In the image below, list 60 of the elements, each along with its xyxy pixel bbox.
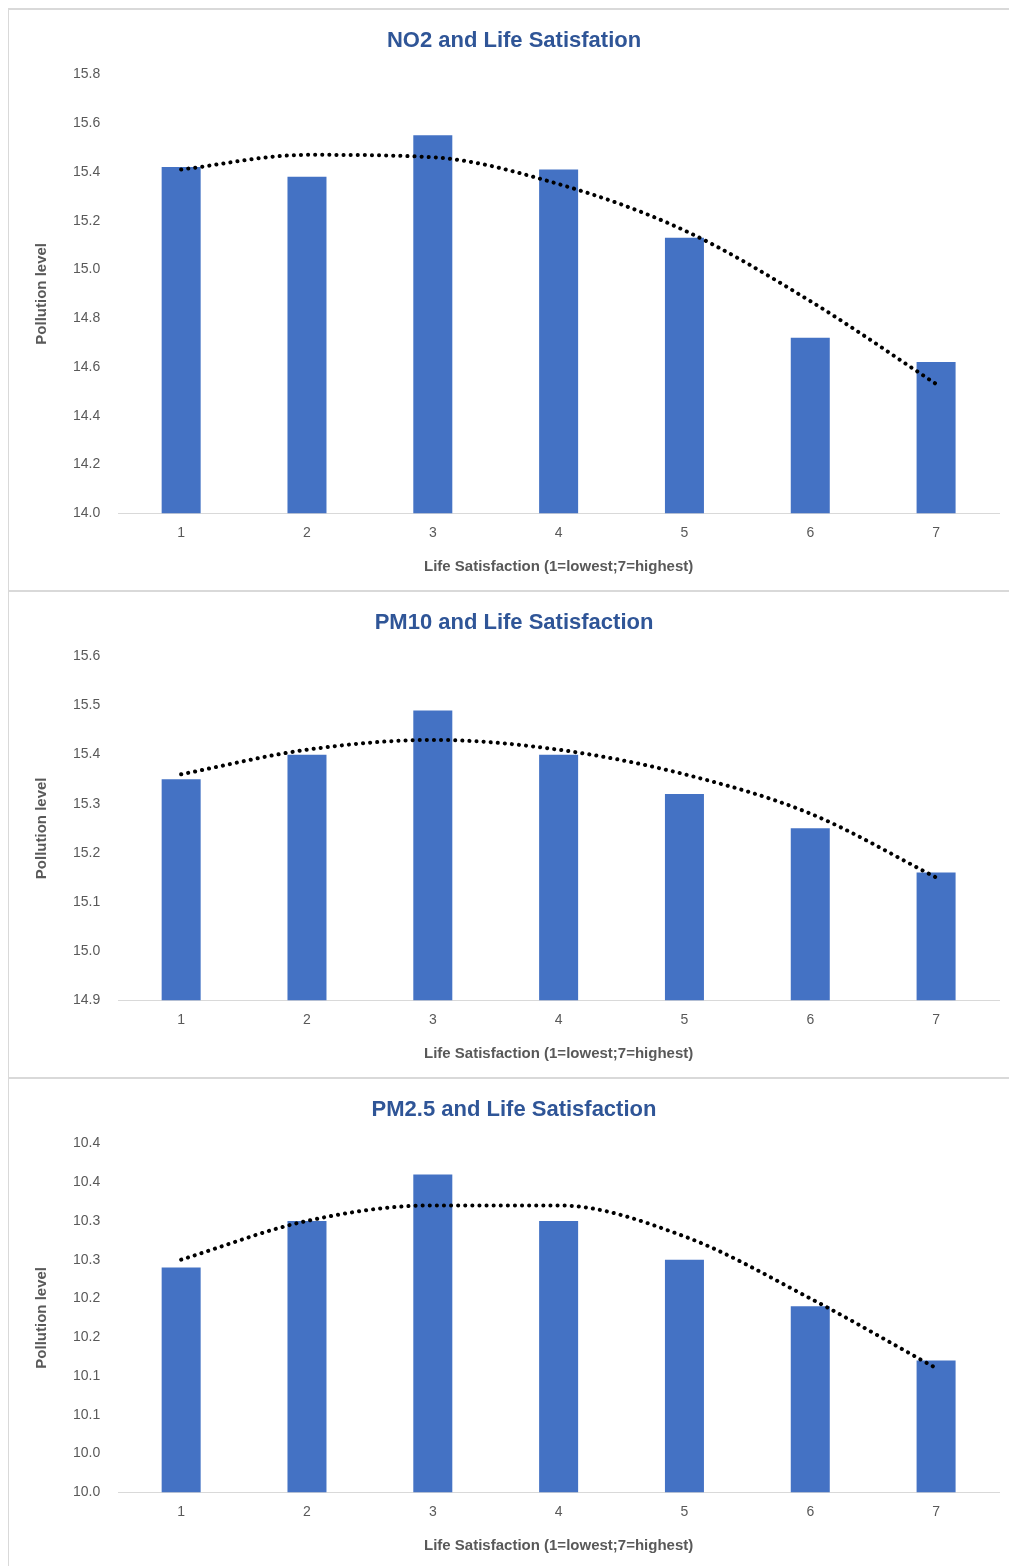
x-tick-label: 7 xyxy=(932,1011,941,1028)
y-tick-label: 15.2 xyxy=(73,211,101,228)
y-tick-label: 15.6 xyxy=(73,114,101,131)
x-tick-label: 3 xyxy=(428,524,437,541)
y-tick-label: 15.8 xyxy=(73,65,101,82)
x-tick-label: 5 xyxy=(680,1011,689,1028)
x-tick-label: 7 xyxy=(932,1503,941,1520)
y-tick-label: 10.4 xyxy=(73,1134,101,1151)
y-axis-title: Pollution level xyxy=(32,242,50,345)
x-tick-label: 3 xyxy=(428,1011,437,1028)
x-tick-label: 2 xyxy=(303,1503,312,1520)
y-tick-label: 10.4 xyxy=(73,1173,101,1190)
x-tick-label: 6 xyxy=(806,1503,815,1520)
y-tick-label: 14.8 xyxy=(73,309,101,326)
chart-title: NO2 and Life Satisfation xyxy=(386,27,642,53)
y-tick-label: 10.3 xyxy=(73,1211,101,1228)
x-tick-label: 1 xyxy=(177,1011,186,1028)
y-tick-label: 15.6 xyxy=(73,647,101,664)
y-tick-label: 10.1 xyxy=(73,1405,101,1422)
x-tick-label: 3 xyxy=(428,1503,437,1520)
x-axis-title: Life Satisfaction (1=lowest;7=highest) xyxy=(424,1536,694,1554)
y-tick-label: 10.3 xyxy=(73,1250,101,1267)
y-tick-label: 15.4 xyxy=(73,745,101,762)
x-axis-title: Life Satisfaction (1=lowest;7=highest) xyxy=(424,557,694,575)
x-tick-label: 5 xyxy=(680,1503,689,1520)
y-tick-label: 14.0 xyxy=(73,504,101,521)
x-tick-label: 1 xyxy=(177,524,186,541)
y-tick-label: 10.0 xyxy=(73,1483,101,1500)
x-tick-label: 1 xyxy=(177,1503,186,1520)
y-axis-title: Pollution level xyxy=(32,1266,50,1369)
chart-title: PM10 and Life Satisfaction xyxy=(374,609,654,635)
y-tick-label: 15.2 xyxy=(73,843,101,860)
y-tick-label: 10.2 xyxy=(73,1328,101,1345)
x-tick-label: 4 xyxy=(554,524,563,541)
y-tick-label: 15.4 xyxy=(73,162,101,179)
y-tick-label: 15.0 xyxy=(73,260,101,277)
y-tick-label: 14.2 xyxy=(73,455,101,472)
y-tick-label: 15.0 xyxy=(73,941,101,958)
y-tick-label: 10.2 xyxy=(73,1289,101,1306)
x-tick-label: 7 xyxy=(932,524,941,541)
y-tick-label: 10.1 xyxy=(73,1366,101,1383)
y-tick-label: 10.0 xyxy=(73,1444,101,1461)
y-axis-title: Pollution level xyxy=(32,777,50,880)
x-tick-label: 6 xyxy=(806,524,815,541)
x-tick-label: 5 xyxy=(680,524,689,541)
y-tick-label: 14.9 xyxy=(73,991,101,1008)
line-series xyxy=(179,152,939,386)
y-tick-label: 15.5 xyxy=(73,696,101,713)
line-series xyxy=(179,737,939,880)
x-axis-title: Life Satisfaction (1=lowest;7=highest) xyxy=(424,1044,694,1062)
chart-title: PM2.5 and Life Satisfaction xyxy=(371,1096,657,1122)
y-tick-label: 14.6 xyxy=(73,357,101,374)
y-tick-label: 14.4 xyxy=(73,406,101,423)
x-tick-label: 6 xyxy=(806,1011,815,1028)
x-tick-label: 2 xyxy=(303,1011,312,1028)
x-tick-label: 2 xyxy=(303,524,312,541)
y-tick-label: 15.1 xyxy=(73,892,101,909)
x-tick-label: 4 xyxy=(554,1011,563,1028)
x-tick-label: 4 xyxy=(554,1503,563,1520)
y-tick-label: 15.3 xyxy=(73,794,101,811)
